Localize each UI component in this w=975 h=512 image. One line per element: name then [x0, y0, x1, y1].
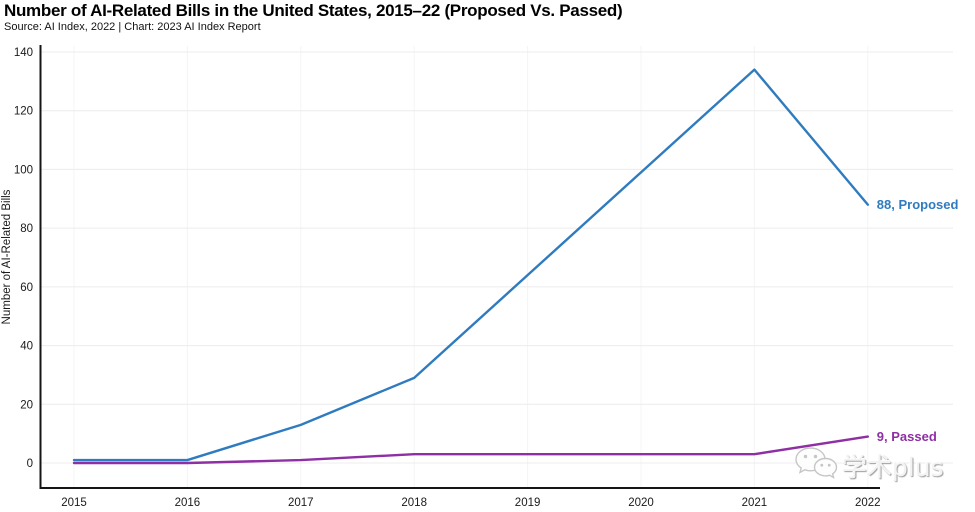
x-tick-label: 2018 — [401, 497, 427, 509]
y-tick-label: 20 — [20, 399, 33, 411]
y-tick-label: 40 — [20, 341, 33, 353]
y-axis-title: Number of AI-Related Bills — [1, 189, 13, 324]
x-tick-label: 2017 — [288, 497, 314, 509]
y-tick-label: 140 — [14, 47, 33, 59]
x-tick-label: 2019 — [515, 497, 541, 509]
y-tick-label: 100 — [14, 164, 33, 176]
x-tick-label: 2020 — [628, 497, 654, 509]
proposed-end-label: 88, Proposed — [877, 197, 959, 212]
passed-end-label: 9, Passed — [877, 429, 937, 444]
x-tick-label: 2021 — [742, 497, 768, 509]
chart-source-note: Source: AI Index, 2022 | Chart: 2023 AI … — [4, 21, 261, 33]
proposed-line — [72, 68, 869, 462]
passed-line — [72, 435, 869, 465]
y-tick-label: 120 — [14, 106, 33, 118]
y-tick-label: 80 — [20, 223, 33, 235]
x-tick-label: 2015 — [61, 497, 87, 509]
x-tick-label: 2022 — [855, 497, 881, 509]
x-tick-label: 2016 — [175, 497, 201, 509]
y-tick-label: 0 — [27, 458, 33, 470]
page-title: Number of AI-Related Bills in the United… — [4, 1, 623, 20]
y-tick-label: 60 — [20, 282, 33, 294]
